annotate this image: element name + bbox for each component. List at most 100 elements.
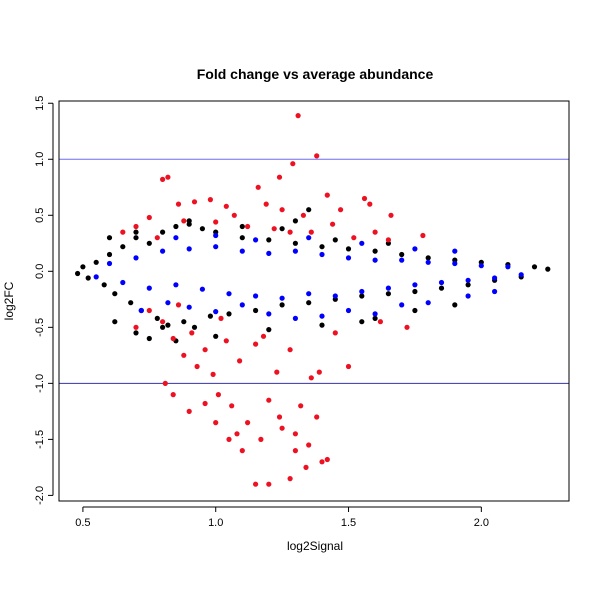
point-blue-42 [372,311,378,317]
point-black-50 [160,324,166,330]
y-axis-label: log2FC [2,281,16,320]
data-points [75,113,551,487]
point-blue-28 [465,277,471,283]
point-red-8 [191,199,198,205]
x-tick-label-0: 0.5 [75,517,90,529]
point-black-49 [146,335,152,342]
point-blue-17 [319,251,325,258]
y-tick-label-2: -1.0 [34,374,46,393]
point-red-28 [154,235,160,241]
plot-frame [58,100,570,502]
point-blue-51 [359,240,365,246]
point-black-18 [191,324,198,330]
point-red-1 [314,153,320,159]
point-red-42 [210,371,216,377]
point-blue-1 [106,260,113,267]
point-blue-52 [412,246,418,252]
point-red-48 [253,341,259,347]
point-blue-25 [425,259,431,265]
point-black-22 [226,311,232,317]
point-red-0 [295,113,301,119]
point-red-79 [332,330,338,336]
point-black-54 [292,218,298,224]
point-black-13 [160,229,166,235]
point-black-52 [213,333,219,339]
point-black-48 [133,330,139,336]
point-black-33 [372,248,378,254]
point-red-56 [303,464,309,470]
point-red-62 [170,392,176,398]
point-black-25 [266,237,272,243]
point-blue-9 [213,244,219,250]
point-red-38 [181,352,187,358]
point-red-82 [218,315,224,321]
point-red-67 [253,481,259,487]
point-red-12 [279,207,285,213]
point-blue-43 [399,302,405,308]
point-blue-5 [160,248,166,254]
y-tick-label-3: -0.5 [34,318,46,337]
point-red-3 [324,192,330,198]
point-blue-16 [306,291,312,297]
point-red-2 [290,161,296,167]
point-red-76 [345,363,352,370]
point-red-40 [194,363,200,370]
x-axis: 0.5 1.0 1.5 2.0 [75,506,489,529]
point-red-33 [231,212,237,218]
point-red-73 [234,431,240,437]
point-red-9 [207,197,213,203]
point-red-22 [308,229,314,235]
point-red-60 [324,456,330,463]
point-red-10 [223,203,229,209]
point-red-68 [266,481,272,487]
point-blue-32 [518,272,524,278]
point-blue-6 [173,282,179,288]
y-tick-label-5: 0.5 [34,208,46,223]
point-red-13 [338,207,344,213]
point-red-52 [279,425,285,431]
point-red-50 [266,397,272,403]
point-black-58 [372,315,378,321]
point-red-58 [314,414,320,420]
point-black-62 [133,229,139,235]
point-blue-14 [279,295,285,301]
point-blue-44 [425,300,431,306]
point-blue-34 [165,300,171,306]
point-red-44 [223,338,229,344]
point-blue-53 [452,248,458,254]
point-blue-0 [93,274,99,280]
point-blue-13 [266,250,272,256]
point-red-29 [287,229,293,235]
point-red-41 [202,347,208,353]
point-red-14 [361,195,368,202]
point-black-35 [399,251,405,258]
point-blue-26 [438,279,445,286]
point-black-4 [101,282,107,288]
point-black-66 [332,237,338,243]
point-blue-11 [239,248,245,254]
point-red-18 [181,218,187,224]
point-blue-22 [385,285,391,291]
point-black-27 [292,240,298,246]
point-red-5 [276,174,283,180]
point-blue-21 [372,257,378,263]
y-tick-label-1: -1.5 [34,430,46,449]
point-blue-33 [138,307,144,314]
point-red-71 [306,442,312,448]
point-black-36 [412,288,418,295]
point-black-14 [165,322,171,328]
y-tick-label-4: 0.0 [34,264,46,279]
point-black-11 [146,240,152,246]
point-red-55 [298,403,304,409]
point-red-39 [189,330,195,336]
point-black-56 [319,322,325,328]
x-tick-label-1: 1.0 [208,517,223,529]
point-red-30 [330,221,336,227]
point-black-64 [239,223,245,230]
point-black-8 [128,300,134,306]
point-blue-31 [505,264,511,270]
point-blue-8 [199,286,205,292]
point-blue-50 [306,235,312,241]
chart-title: Fold change vs average abundance [197,66,434,82]
